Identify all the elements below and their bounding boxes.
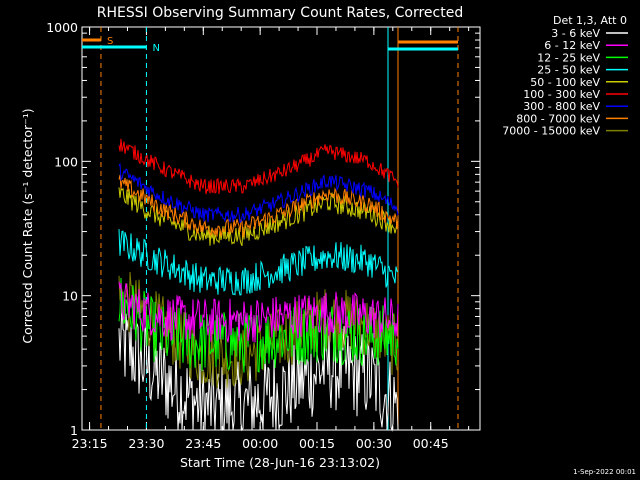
- y-tick-label: 10: [62, 289, 78, 304]
- plot-frame: [81, 26, 481, 431]
- legend-entry-label: 100 - 300 keV: [523, 88, 600, 101]
- legend-entry-label: 25 - 50 keV: [537, 64, 600, 77]
- legend-entry-label: 800 - 7000 keV: [516, 112, 600, 125]
- legend-entry-label: 12 - 25 keV: [537, 51, 600, 64]
- series-trace: [118, 229, 399, 296]
- y-axis-label: Corrected Count Rate (s⁻¹ detector⁻¹): [20, 108, 35, 343]
- y-tick-label: 1000: [46, 20, 78, 35]
- series-trace: [118, 174, 399, 238]
- saa-label: S: [107, 36, 113, 47]
- legend-entry-label: 300 - 800 keV: [523, 100, 600, 113]
- legend-entry-label: 7000 - 15000 keV: [502, 125, 600, 138]
- x-tick-label: 00:15: [299, 436, 335, 451]
- x-tick-label: 00:45: [413, 436, 449, 451]
- chart-title: RHESSI Observing Summary Count Rates, Co…: [97, 5, 463, 21]
- legend-entry-label: 3 - 6 keV: [551, 27, 600, 40]
- x-tick-label: 00:30: [356, 436, 392, 451]
- x-tick-label: 00:00: [242, 436, 278, 451]
- night-label: N: [152, 43, 159, 54]
- x-tick-label: 23:15: [72, 436, 108, 451]
- x-axis-label: Start Time (28-Jun-16 23:13:02): [180, 455, 380, 470]
- x-tick-label: 23:45: [185, 436, 221, 451]
- series-trace: [118, 281, 399, 343]
- y-tick-label: 100: [54, 154, 78, 169]
- legend-entry-label: 6 - 12 keV: [544, 39, 600, 52]
- y-tick-label: 1: [70, 423, 78, 438]
- legend-title: Det 1,3, Att 0: [553, 14, 627, 27]
- series-trace: [118, 300, 399, 432]
- legend-entry-label: 50 - 100 keV: [530, 76, 600, 89]
- series-trace: [118, 138, 399, 195]
- x-tick-label: 23:30: [128, 436, 164, 451]
- footer-date: 1-Sep-2022 00:01: [573, 468, 636, 476]
- series-trace: [118, 162, 399, 224]
- plot-border: [81, 26, 481, 431]
